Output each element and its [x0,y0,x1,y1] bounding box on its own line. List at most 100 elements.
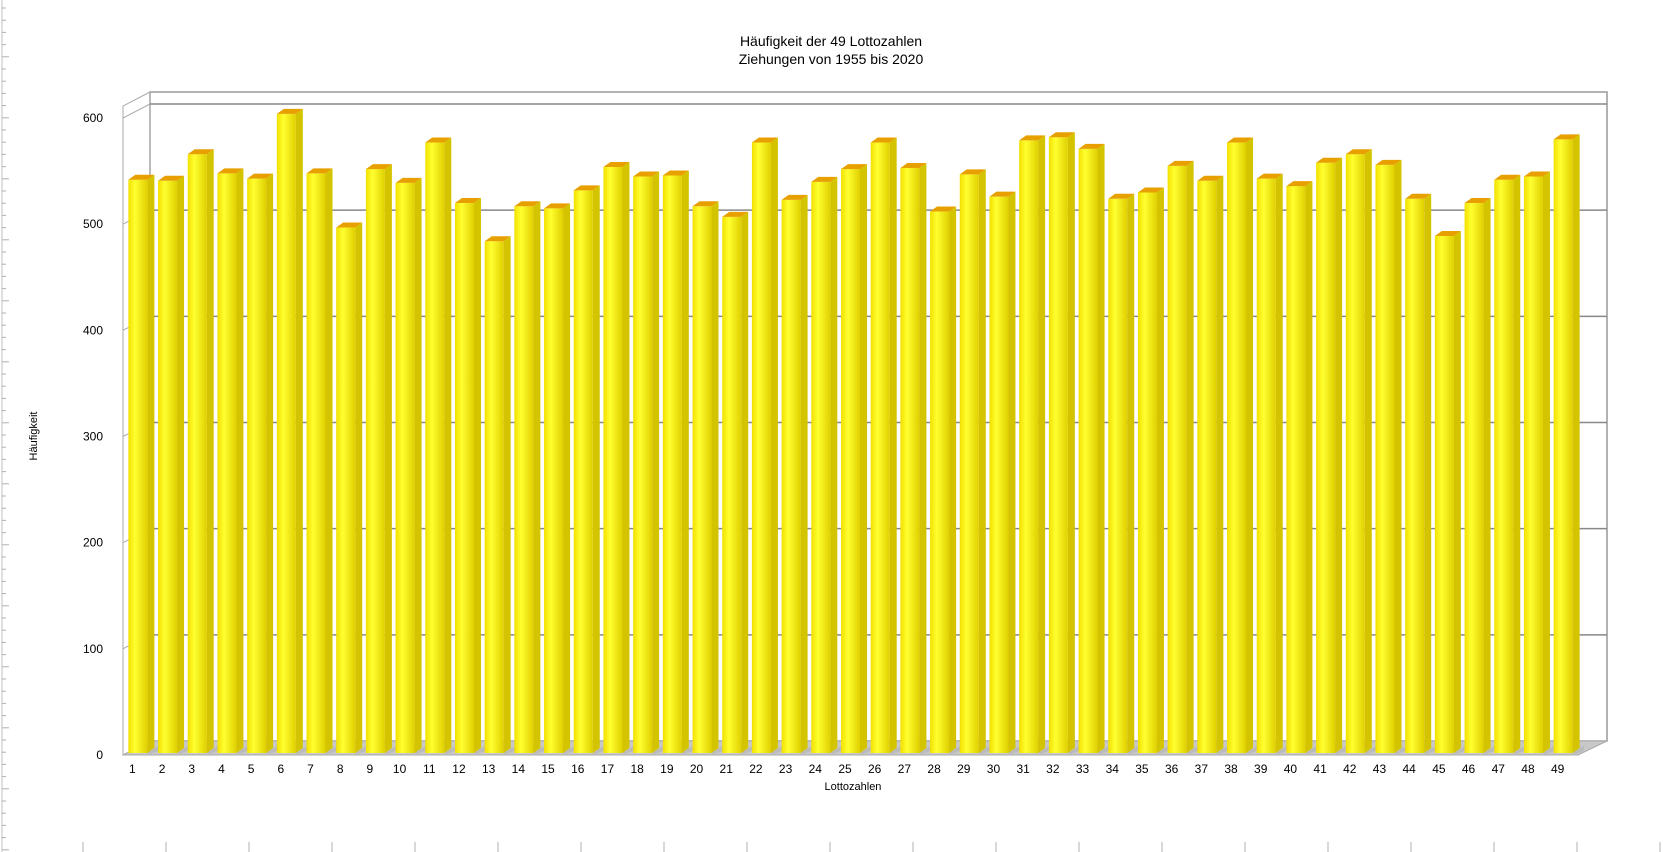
bar [1523,176,1543,753]
bar-shadow [800,746,812,754]
x-tick-label: 34 [1106,762,1120,776]
bar-top [1019,135,1046,141]
bar-shadow [919,746,931,754]
gridline-side [122,103,151,119]
bar-side [414,177,422,753]
bar-side [1305,181,1313,753]
x-tick-label: 13 [482,762,496,776]
x-tick-labels: 1 2 3 4 5 6 7 8 9 10 11 12 13 14 15 16 17 18 19 20 21 22 23 24 2… [129,762,1565,776]
bar-shadow [325,746,337,754]
bar-side [177,175,185,754]
bar-side [1038,135,1046,753]
bar [573,190,593,754]
bar-shadow [177,746,189,754]
bar-side [1275,173,1283,754]
bar-side [711,201,719,753]
bar-shadow [860,746,872,754]
bar-top [1167,160,1194,166]
chart-title: Häufigkeit der 49 Lottozahlen [740,33,922,49]
bar-side [1424,193,1432,753]
left-ruler [1,0,9,852]
bar-top [1316,157,1343,163]
bar [1405,198,1425,753]
x-tick-label: 8 [337,762,344,776]
bar [336,227,356,754]
bar-top [425,137,452,143]
y-tick-label: 600 [83,111,103,125]
x-tick-label: 3 [188,762,195,776]
bar-top [573,185,600,191]
bar [870,142,890,753]
bar-side [1335,157,1343,754]
bar-side [444,137,452,753]
bar-top [395,177,422,183]
bar-side [206,149,214,754]
x-tick-label: 47 [1492,762,1506,776]
bar-top [514,201,541,207]
bar [454,203,474,754]
bar-top [1197,175,1224,181]
bar [544,208,564,754]
bar-shadow [1186,746,1198,754]
bar [1048,137,1068,753]
bar-top [1464,198,1491,204]
bar-shadow [681,746,693,754]
x-tick-label: 6 [277,762,284,776]
bar-side [533,201,541,753]
x-tick-label: 19 [660,762,674,776]
bar-shadow [503,746,515,754]
bar-shadow [1572,746,1584,754]
y-tick-label: 400 [83,323,103,337]
bar [811,181,831,753]
bar-shadow [1275,746,1287,754]
bar-shadow [741,746,753,754]
bar [840,169,861,754]
bar-top [662,170,689,176]
bar-side [147,174,155,753]
y-tick-label: 0 [96,748,103,762]
bar-shadow [533,746,545,754]
x-tick-label: 38 [1224,762,1238,776]
bar-side [355,222,363,754]
bar-side [1097,143,1105,753]
bar [187,154,207,754]
x-tick-label: 27 [898,762,912,776]
bar-top [217,168,244,174]
bar-shadow [1364,746,1376,754]
bar-shadow [147,746,159,754]
x-tick-label: 23 [779,762,793,776]
bar-shadow [1305,746,1317,754]
bar-side [236,168,244,753]
bar-side [473,198,481,754]
bar-shadow [1394,746,1406,754]
bar-side [266,173,274,754]
x-tick-label: 22 [749,762,763,776]
bar-top [811,176,838,182]
bar [306,173,326,753]
bar-top [1286,181,1313,187]
bar [365,169,385,754]
x-tick-label: 18 [630,762,644,776]
bar-shadow [1542,746,1554,754]
bar-side [622,161,630,753]
bar-side [860,164,868,754]
x-tick-label: 20 [690,762,704,776]
x-tick-label: 42 [1343,762,1357,776]
x-tick-label: 40 [1284,762,1298,776]
bottom-ruler [82,842,1661,852]
bar-shadow [622,746,634,754]
bar-shadow [1067,746,1079,754]
x-tick-label: 17 [601,762,615,776]
bar-shadow [1156,746,1168,754]
bar-shadow [889,746,901,754]
chart-subtitle: Ziehungen von 1955 bis 2020 [739,51,924,67]
bar-shadow [444,746,456,754]
bar-side [652,171,660,753]
bar-shadow [414,746,426,754]
x-tick-label: 7 [307,762,314,776]
bar-side [741,211,749,753]
bar-side [978,169,986,753]
bar-side [830,176,838,753]
bar-top [1227,137,1254,143]
bar-top [336,222,363,228]
